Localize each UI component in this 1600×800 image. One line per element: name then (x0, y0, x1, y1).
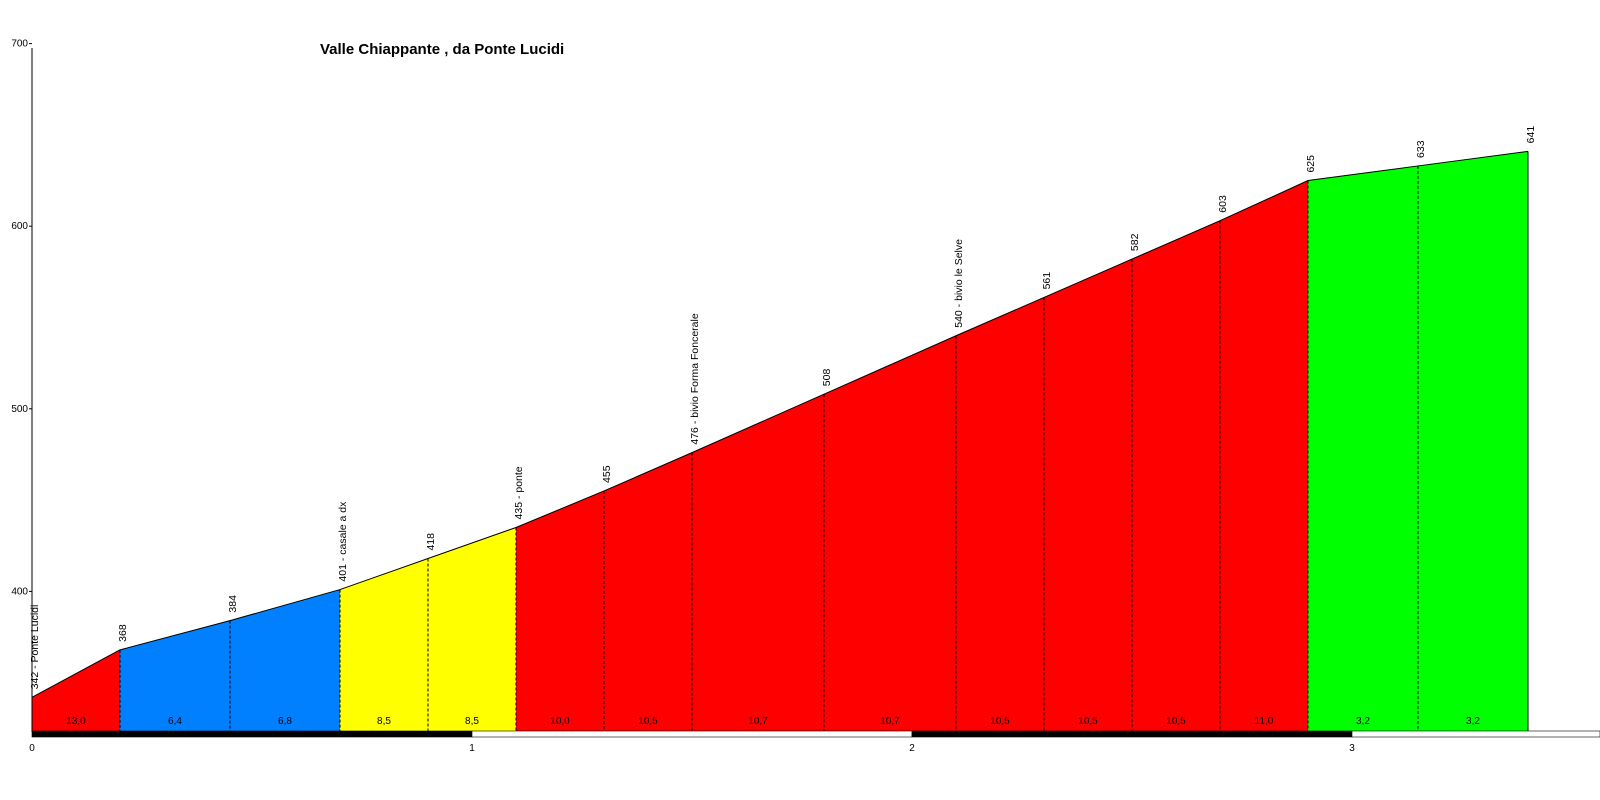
x-tick-label: 3 (1349, 743, 1355, 754)
x-tick-label: 1 (469, 743, 475, 754)
segment-area (230, 589, 340, 732)
segment-area (1418, 151, 1528, 732)
grade-label: 10,0 (550, 716, 570, 727)
grade-label: 8,5 (465, 716, 479, 727)
grade-label: 8,5 (377, 716, 391, 727)
elevation-label: 476 - bivio Forma Foncerale (689, 313, 701, 444)
segment-area (1308, 165, 1418, 732)
y-tick-label: 600 (11, 221, 28, 232)
grade-label: 13,0 (66, 716, 86, 727)
grade-label: 10,5 (1078, 716, 1098, 727)
grade-labels: 13,0 6,4 6,8 8,5 8,5 10,0 10,5 10,7 10,7 10,5 10,5… (66, 716, 1480, 727)
grade-label: 11,0 (1255, 716, 1274, 727)
elevation-label: 641 (1525, 126, 1537, 144)
km-scale-bar (471, 730, 913, 738)
km-scale-bar (31, 730, 473, 738)
grade-label: 10,5 (990, 716, 1010, 727)
profile-outline (31, 150, 1529, 732)
elevation-label: 455 (601, 465, 613, 483)
grade-label: 10,7 (880, 716, 900, 727)
grade-label: 6,8 (278, 716, 292, 727)
segment-area (956, 297, 1044, 732)
elevation-label: 508 (821, 369, 833, 387)
x-tick-label: 2 (909, 743, 915, 754)
elevation-label: 633 (1415, 140, 1427, 158)
elevation-label: 603 (1217, 195, 1229, 213)
y-tick-label: 400 (11, 586, 28, 597)
profile-segments (32, 151, 1528, 733)
segment-area (1044, 259, 1132, 732)
segment-area (824, 335, 956, 732)
grade-label: 3,2 (1356, 716, 1370, 727)
km-scale-bar (1351, 730, 1600, 738)
point-labels: 342 - Ponte Lucidi 368 384 401 - casale a d… (29, 126, 1537, 690)
segment-area (340, 558, 428, 732)
elevation-label: 561 (1041, 272, 1053, 290)
elevation-label: 368 (117, 624, 129, 642)
segment-area (32, 649, 120, 732)
elevation-label: 540 - bivio le Selve (953, 239, 965, 328)
segment-area (516, 490, 604, 732)
segment-area (120, 620, 230, 732)
segment-area (1220, 180, 1308, 733)
x-tick-label: 0 (29, 743, 35, 754)
profile-line (31, 150, 1529, 698)
elevation-label: 401 - casale a dx (337, 501, 349, 582)
elevation-label: 384 (227, 595, 239, 613)
segment-area (428, 527, 516, 732)
segment-area (692, 394, 824, 732)
grade-label: 10,5 (638, 716, 658, 727)
grade-label: 3,2 (1466, 716, 1480, 727)
km-scale-bar (911, 730, 1353, 738)
grade-label: 10,5 (1166, 716, 1186, 727)
elevation-label: 625 (1305, 155, 1317, 173)
elevation-label: 435 - ponte (513, 466, 525, 519)
y-tick-label: 500 (11, 404, 28, 415)
grade-label: 6,4 (168, 716, 182, 727)
elevation-label: 418 (425, 533, 437, 551)
elevation-label: 342 - Ponte Lucidi (29, 605, 41, 690)
grade-label: 10,7 (748, 716, 768, 727)
segment-area (604, 452, 692, 732)
axes: 400 500 600 700 0 1 2 3 (11, 39, 1600, 754)
y-tick-label: 700 (11, 39, 28, 50)
elevation-label: 582 (1129, 233, 1141, 251)
segment-area (1132, 220, 1220, 732)
chart-title: Valle Chiappante , da Ponte Lucidi (320, 41, 564, 58)
